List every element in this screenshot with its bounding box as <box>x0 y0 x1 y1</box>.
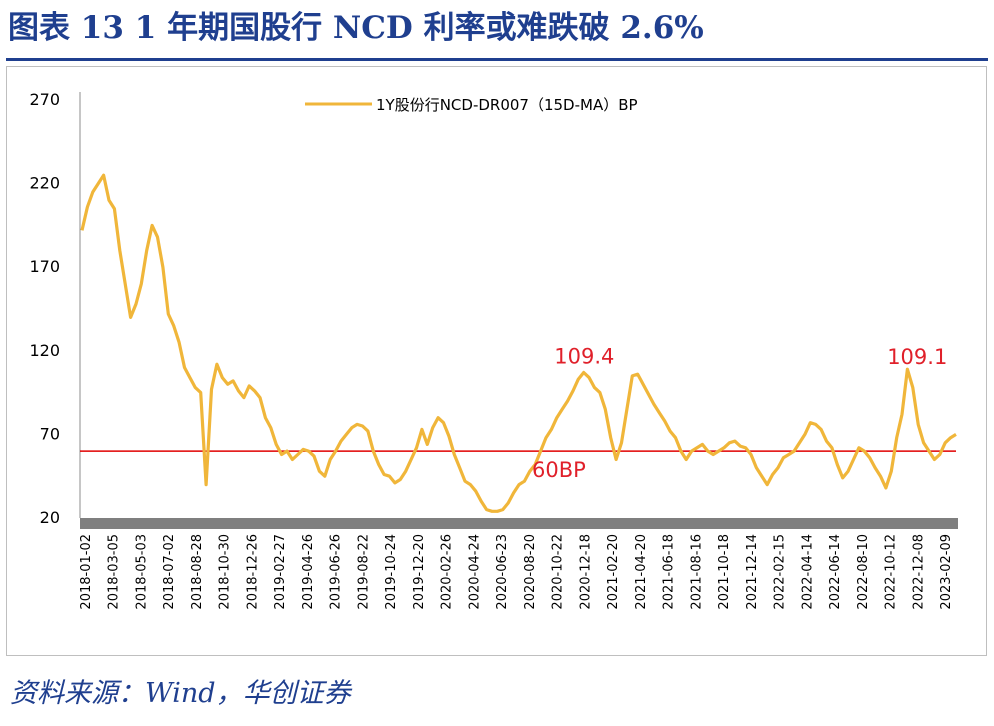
x-tick-label: 2021-10-18 <box>717 534 732 610</box>
x-tick-label: 2023-02-09 <box>939 534 954 610</box>
x-tick-label: 2018-10-30 <box>218 534 233 610</box>
x-tick-label: 2021-12-14 <box>745 534 760 610</box>
x-tick-label: 2021-02-20 <box>606 534 621 610</box>
annotation-label: 60BP <box>532 458 586 482</box>
x-tick-label: 2018-05-03 <box>134 534 149 610</box>
x-tick-label: 2020-04-24 <box>467 534 482 610</box>
y-tick-label: 220 <box>29 174 60 193</box>
annotation-label: 109.1 <box>887 345 947 369</box>
x-tick-label: 2022-06-14 <box>828 534 843 610</box>
series-line <box>80 173 957 513</box>
x-axis-band <box>80 518 958 529</box>
x-tick-label: 2022-12-08 <box>911 534 926 610</box>
title-underline <box>6 58 988 61</box>
x-tick-label: 2020-02-26 <box>440 534 455 610</box>
x-tick-label: 2019-12-20 <box>412 534 427 610</box>
x-tick-label: 2021-04-20 <box>634 534 649 610</box>
x-tick-label: 2022-02-15 <box>773 534 788 610</box>
x-tick-label: 2020-08-20 <box>523 534 538 610</box>
figure-title: 图表 13 1 年期国股行 NCD 利率或难跌破 2.6% <box>8 10 704 46</box>
source-note: 资料来源：Wind，华创证券 <box>10 678 351 709</box>
x-tick-label: 2018-08-28 <box>190 534 205 610</box>
x-tick-label: 2022-10-12 <box>884 534 899 610</box>
x-tick-label: 2019-06-26 <box>329 534 344 610</box>
y-tick-label: 270 <box>29 90 60 109</box>
y-tick-label: 170 <box>29 257 60 276</box>
x-tick-label: 2019-10-24 <box>384 534 399 610</box>
x-tick-label: 2020-06-23 <box>495 534 510 610</box>
x-tick-label: 2021-06-18 <box>662 534 677 610</box>
y-tick-label: 20 <box>40 508 60 527</box>
annotation-label: 109.4 <box>554 345 614 369</box>
legend-label: 1Y股份行NCD-DR007（15D-MA）BP <box>376 96 638 114</box>
x-tick-label: 2019-08-22 <box>356 534 371 610</box>
x-tick-label: 2019-04-26 <box>301 534 316 610</box>
x-tick-label: 2021-08-16 <box>689 534 704 610</box>
y-tick-label: 70 <box>40 424 60 443</box>
x-tick-label: 2022-08-10 <box>856 534 871 610</box>
y-tick-label: 120 <box>29 341 60 360</box>
line-chart: 270 220 170 120 70 20 2018-01-02 2018-03-05 2018… <box>29 90 958 610</box>
x-tick-label: 2020-10-22 <box>551 534 566 610</box>
x-tick-label: 2022-04-14 <box>800 534 815 610</box>
x-tick-label: 2018-03-05 <box>107 534 122 610</box>
x-tick-label: 2018-12-26 <box>245 534 260 610</box>
x-tick-label: 2018-01-02 <box>79 534 94 610</box>
x-tick-label: 2018-07-02 <box>162 534 177 610</box>
chart-frame <box>6 66 987 656</box>
x-tick-label: 2020-12-18 <box>578 534 593 610</box>
x-tick-label: 2019-02-27 <box>273 534 288 610</box>
